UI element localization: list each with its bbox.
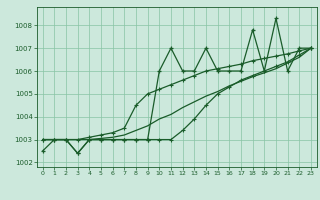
Text: Graphe pression niveau de la mer (hPa): Graphe pression niveau de la mer (hPa) (58, 183, 262, 192)
